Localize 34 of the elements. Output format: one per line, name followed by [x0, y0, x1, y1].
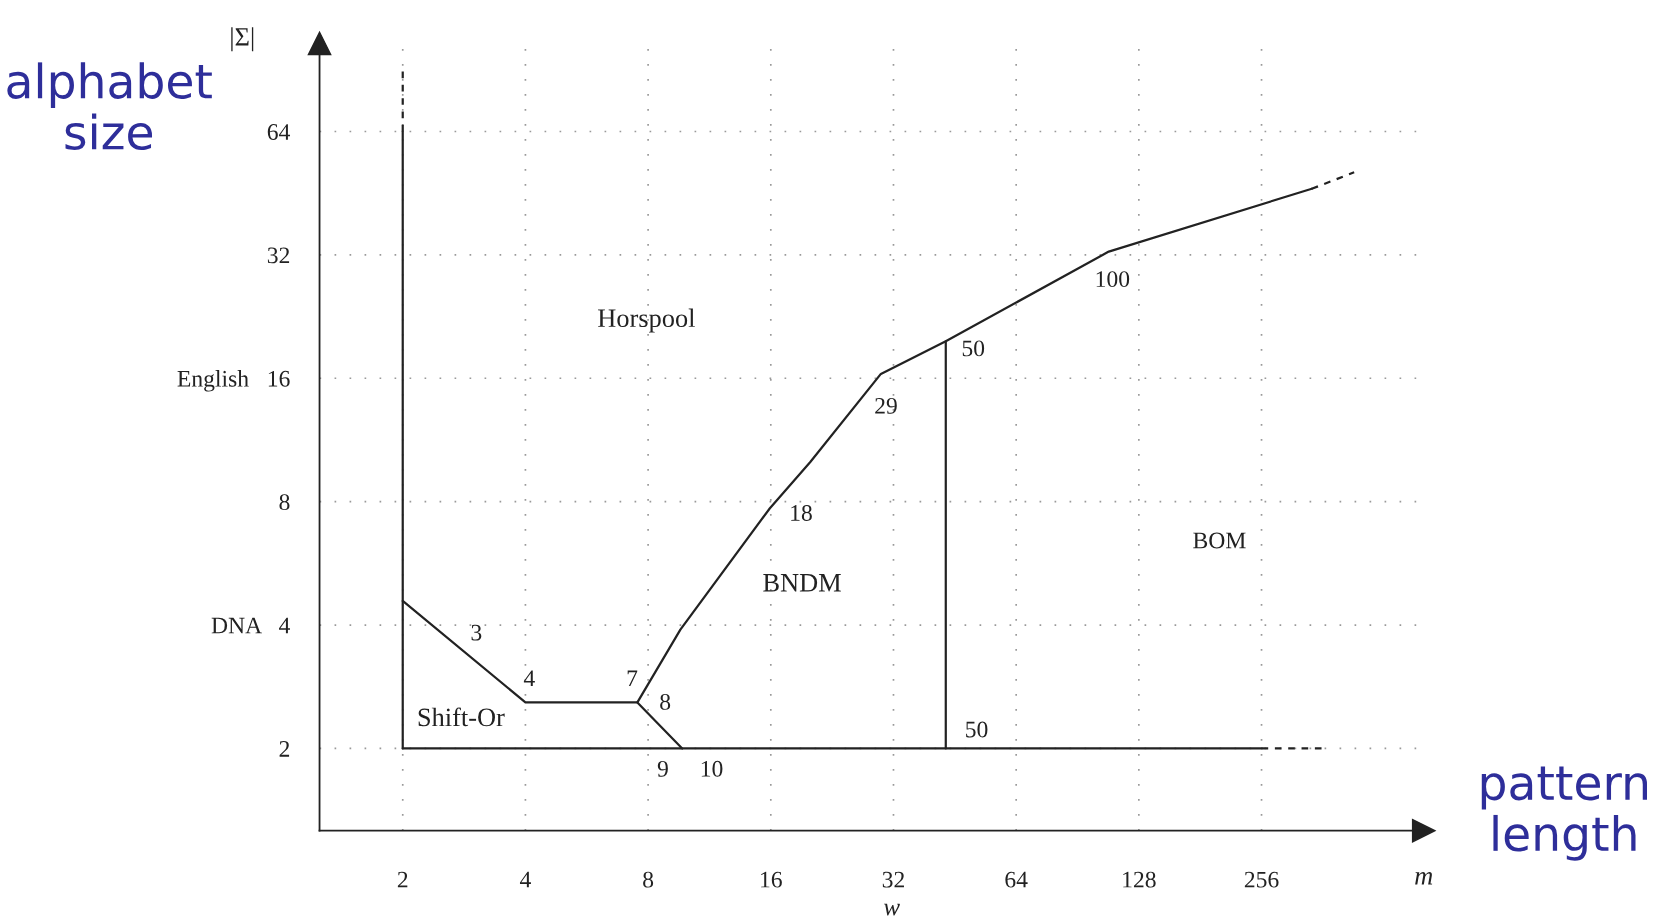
annotation: BNDM: [763, 574, 841, 592]
x-tick-label: 2: [397, 871, 408, 888]
x-tick-label: 256: [1244, 871, 1279, 888]
annotation: 8: [660, 693, 671, 710]
annotation: 29: [875, 397, 897, 414]
annotation: Horspool: [598, 308, 695, 333]
x-tick-label: 32: [882, 871, 904, 888]
annotation: 50: [966, 721, 988, 738]
text: w: [883, 903, 900, 916]
annotation: BOM: [1193, 532, 1246, 549]
x-axis-title: m: [1415, 872, 1433, 885]
x-tick-label: 128: [1123, 871, 1156, 888]
annotation: 3: [471, 624, 482, 641]
annotation: 18: [791, 504, 812, 521]
text: pattern length: [1481, 766, 1647, 861]
y-tick-label: 8: [279, 494, 290, 511]
y-tick-label: English 16: [177, 370, 290, 392]
y-tick-label: 64: [267, 124, 291, 140]
annotation: 4: [523, 670, 535, 686]
annotation: 9: [657, 760, 668, 777]
annotation: 100: [1096, 271, 1130, 288]
annotation: 10: [701, 760, 723, 777]
y-tick-label: 2: [279, 741, 290, 757]
y-tick-label: DNA 4: [211, 617, 291, 634]
x-tick-label: 4: [519, 871, 531, 888]
x-tick-label: 64: [1005, 871, 1028, 888]
annotation: 50: [962, 340, 985, 357]
x-tick-label: 8: [643, 871, 654, 888]
x-tick-label: 16: [761, 871, 782, 888]
y-tick-label: 32: [267, 247, 290, 264]
y-axis-title: |Σ|: [231, 27, 254, 52]
annotation: Shift-Or: [418, 707, 505, 727]
annotation: 7: [627, 670, 638, 686]
text: alphabet size: [7, 62, 212, 150]
